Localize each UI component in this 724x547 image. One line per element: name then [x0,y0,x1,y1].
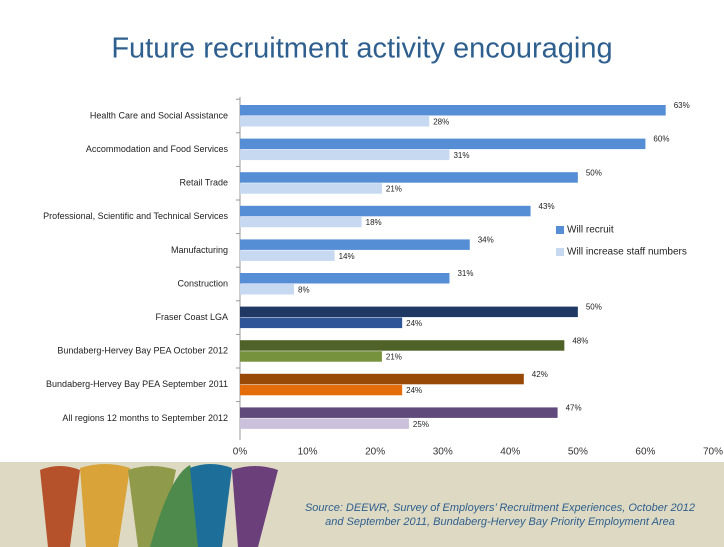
data-label: 60% [653,135,669,144]
bar [240,284,295,295]
bar [240,205,531,217]
y-tick-label: Manufacturing [171,245,228,255]
y-tick-label: Professional, Scientific and Technical S… [43,211,228,221]
bar [240,317,403,329]
bar [240,418,409,429]
data-label: 21% [386,353,402,362]
bar [240,250,335,261]
data-label: 18% [366,218,382,227]
deco-shape [80,464,130,547]
data-label: 47% [566,404,582,413]
bar [240,183,382,194]
bar [240,384,403,396]
y-tick-label: Bundaberg-Hervey Bay PEA October 2012 [57,346,228,356]
x-tick-label: 70% [703,447,723,458]
bar [240,116,430,127]
y-tick-label: Health Care and Social Assistance [90,110,228,120]
y-tick-label: Construction [177,278,228,288]
deco-shape [232,466,278,547]
data-label: 28% [433,117,449,126]
data-label: 14% [339,252,355,261]
deco-shape [150,465,205,547]
bar [240,306,578,318]
x-tick-label: 40% [500,447,520,458]
data-label: 42% [532,370,548,379]
legend-label: Will recruit [567,225,614,236]
x-tick-label: 50% [568,447,588,458]
deco-shape [40,466,80,547]
data-label: 50% [586,168,602,177]
data-label: 50% [586,303,602,312]
bar [240,172,578,183]
legend-label: Will increase staff numbers [567,247,687,258]
source-note: Source: DEEWR, Survey of Employers’ Recr… [305,502,695,514]
data-label: 24% [406,386,422,395]
bar [240,351,382,362]
y-tick-label: Bundaberg-Hervey Bay PEA September 2011 [46,379,228,389]
source-note: and September 2011, Bundaberg-Hervey Bay… [325,516,675,528]
bar [240,216,362,228]
bar [240,105,666,116]
data-label: 31% [457,269,473,278]
bar [240,407,558,418]
data-label: 21% [386,185,402,194]
y-tick-label: All regions 12 months to September 2012 [62,413,228,423]
y-tick-label: Retail Trade [179,178,228,188]
bar [240,273,450,284]
x-tick-label: 30% [433,447,453,458]
x-tick-label: 60% [635,447,655,458]
data-label: 24% [406,319,422,328]
bar [240,149,450,161]
data-label: 63% [674,101,690,110]
y-tick-label: Accommodation and Food Services [86,144,229,154]
bar [240,138,646,150]
data-label: 31% [453,151,469,160]
data-label: 8% [298,285,310,294]
y-tick-label: Fraser Coast LGA [155,312,228,322]
x-tick-label: 0% [233,447,248,458]
bar [240,340,565,351]
deco-shape [190,464,232,547]
legend-swatch [556,226,564,234]
x-tick-label: 10% [298,447,318,458]
bar [240,239,470,250]
chart-title: Future recruitment activity encouraging [111,33,612,65]
data-label: 25% [413,420,429,429]
bar [240,373,524,385]
data-label: 48% [572,336,588,345]
data-label: 34% [478,236,494,245]
x-tick-label: 20% [365,447,385,458]
data-label: 43% [539,202,555,211]
legend-swatch [556,248,564,256]
